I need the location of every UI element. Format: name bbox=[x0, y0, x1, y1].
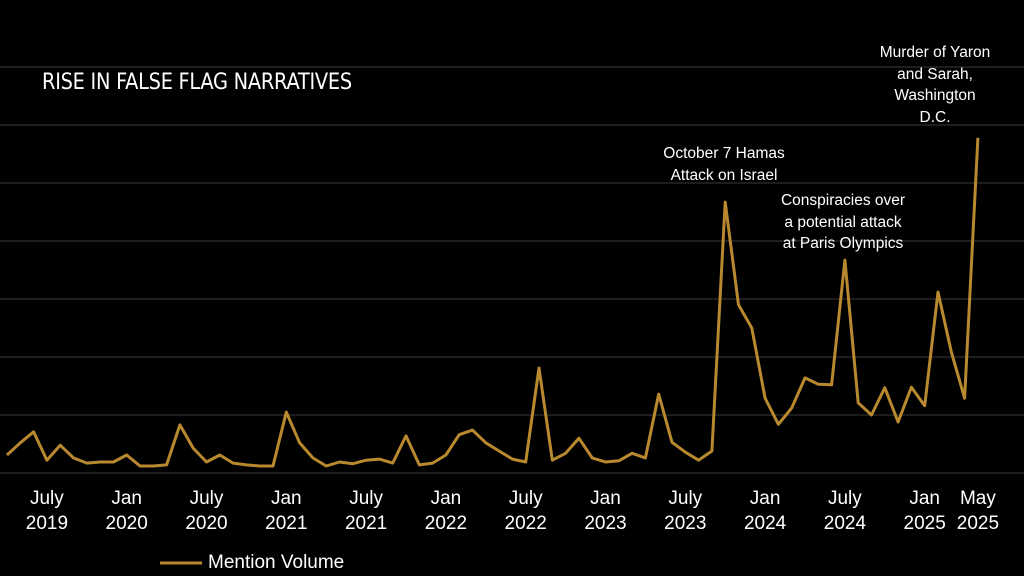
x-tick-label: July 2020 bbox=[185, 488, 228, 534]
data-line bbox=[5, 137, 980, 468]
annotation: Murder of Yaron and Sarah, Washington D.… bbox=[879, 44, 991, 126]
x-tick-label: Jan 2021 bbox=[265, 488, 308, 534]
x-tick-label: July 2021 bbox=[344, 488, 388, 534]
x-tick-label: Jan 2024 bbox=[743, 488, 787, 534]
x-tick-label: July 2023 bbox=[664, 488, 707, 534]
x-tick-label: July 2019 bbox=[25, 488, 69, 534]
annotation: Conspiracies over a potential attack at … bbox=[780, 192, 906, 252]
x-tick-label: Jan 2023 bbox=[584, 488, 627, 534]
x-tick-label: Jan 2020 bbox=[105, 488, 148, 534]
annotation: October 7 Hamas Attack on Israel bbox=[663, 145, 785, 184]
x-tick-label: May 2025 bbox=[956, 488, 1000, 534]
x-tick-label: July 2022 bbox=[504, 488, 547, 534]
chart-title: RISE IN FALSE FLAG NARRATIVES bbox=[42, 70, 352, 95]
legend-label: Mention Volume bbox=[208, 552, 345, 573]
x-tick-label: July 2024 bbox=[823, 488, 867, 534]
x-tick-label: Jan 2022 bbox=[424, 488, 468, 534]
x-tick-label: Jan 2025 bbox=[903, 488, 946, 534]
